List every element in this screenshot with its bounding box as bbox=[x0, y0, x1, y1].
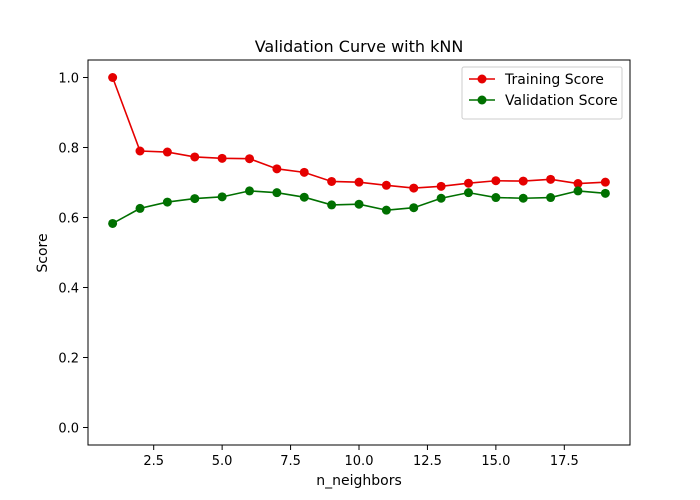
legend-marker-training-score bbox=[477, 74, 487, 84]
plot-frame bbox=[87, 59, 631, 446]
training-score-point bbox=[491, 176, 501, 186]
training-score-point bbox=[409, 183, 419, 193]
validation-score-point bbox=[217, 192, 227, 202]
validation-score-point bbox=[162, 197, 172, 207]
y-axis: 0.0 0.2 0.4 0.6 0.8 1.0 bbox=[58, 72, 88, 437]
x-tick-label: 12.5 bbox=[413, 454, 442, 469]
validation-score-point bbox=[600, 188, 610, 198]
validation-score-point bbox=[190, 194, 200, 204]
validation-score-point bbox=[491, 193, 501, 203]
validation-score-point bbox=[135, 203, 145, 213]
x-tick-label: 15.0 bbox=[481, 454, 510, 469]
training-score-point bbox=[108, 73, 118, 82]
legend-box bbox=[461, 66, 623, 120]
y-tick-label: 0.0 bbox=[58, 422, 79, 437]
training-score-point bbox=[381, 180, 391, 190]
legend-label-training-score: Training Score bbox=[504, 72, 604, 88]
validation-score-point bbox=[518, 193, 528, 203]
training-score-point bbox=[217, 153, 227, 163]
validation-score-point bbox=[108, 218, 118, 228]
x-tick-label: 5.0 bbox=[212, 454, 233, 469]
training-score-point bbox=[299, 167, 309, 177]
validation-score-point bbox=[327, 200, 337, 210]
x-tick-label: 2.5 bbox=[143, 454, 164, 469]
y-tick-label: 0.6 bbox=[58, 212, 79, 227]
y-tick-label: 0.4 bbox=[58, 282, 79, 297]
y-tick-label: 0.2 bbox=[58, 352, 79, 367]
plot-series bbox=[108, 73, 610, 228]
validation-score-point bbox=[546, 193, 556, 203]
validation-score-point bbox=[354, 199, 364, 209]
x-axis-label: n_neighbors bbox=[316, 473, 402, 489]
x-tick-label: 17.5 bbox=[550, 454, 579, 469]
validation-score-point bbox=[299, 192, 309, 202]
y-tick-label: 1.0 bbox=[58, 72, 79, 87]
training-score-point bbox=[436, 181, 446, 191]
training-score-point bbox=[600, 177, 610, 187]
validation-score-point bbox=[381, 205, 391, 215]
legend-marker-validation-score bbox=[477, 95, 487, 105]
training-score-point bbox=[463, 178, 473, 188]
training-score-point bbox=[245, 154, 255, 164]
training-score-point bbox=[354, 177, 364, 187]
validation-score-point bbox=[272, 188, 282, 198]
y-tick-label: 0.8 bbox=[58, 142, 79, 157]
training-score-point bbox=[327, 176, 337, 186]
chart-title: Validation Curve with kNN bbox=[255, 37, 464, 56]
x-axis: 2.5 5.0 7.5 10.0 12.5 15.0 17.5 bbox=[143, 445, 579, 469]
training-score-point bbox=[573, 179, 583, 189]
validation-score-point bbox=[245, 186, 255, 196]
training-score-point bbox=[518, 176, 528, 186]
training-score-point bbox=[546, 174, 556, 184]
x-tick-label: 7.5 bbox=[280, 454, 301, 469]
validation-score-point bbox=[436, 193, 446, 203]
training-score-point bbox=[272, 164, 282, 174]
training-score-point bbox=[190, 152, 200, 162]
validation-score-point bbox=[463, 188, 473, 198]
validation-score-point bbox=[409, 203, 419, 213]
y-axis-label: Score bbox=[35, 233, 51, 272]
training-score-point bbox=[162, 147, 172, 157]
validation-score-point bbox=[573, 186, 583, 196]
legend-label-validation-score: Validation Score bbox=[505, 93, 618, 109]
x-tick-label: 10.0 bbox=[345, 454, 374, 469]
legend: Training Score Validation Score bbox=[461, 66, 623, 120]
training-score-point bbox=[135, 146, 145, 156]
